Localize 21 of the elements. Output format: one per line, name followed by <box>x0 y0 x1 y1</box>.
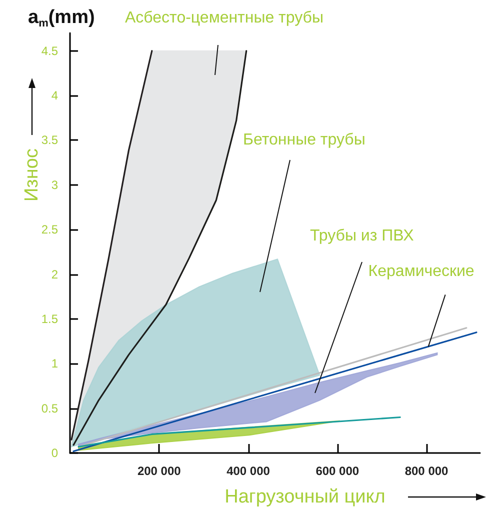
y-tick-label: 1.5 <box>41 312 58 326</box>
y-tick-label: 4 <box>51 88 58 103</box>
y-tick-label: 1 <box>51 356 58 371</box>
annotation: Керамические <box>368 263 474 280</box>
annotation: Трубы из ПВХ <box>310 228 414 244</box>
y-tick-label: 2.5 <box>41 222 58 237</box>
y-tick-label: 0 <box>51 446 58 460</box>
x-tick-label: 600 000 <box>316 464 360 478</box>
x-tick-label: 400 000 <box>226 464 270 478</box>
x-tick-label: 800 000 <box>404 464 449 478</box>
x-tick-label: 200 000 <box>137 464 182 478</box>
line-series <box>70 50 153 440</box>
y-tick-label: 2 <box>51 267 58 282</box>
y-tick-label: 0.5 <box>41 401 58 416</box>
text: Асбесто-цементные трубы <box>125 10 324 26</box>
y-axis-title: Износ <box>22 148 42 202</box>
y-tick-label: 4.5 <box>41 44 58 58</box>
x-axis-title: Нагрузочный цикл <box>224 486 386 508</box>
y-tick-label: 3.5 <box>41 133 58 148</box>
y-tick-label: 3 <box>51 178 58 192</box>
annotation: Бетонные трубы <box>243 132 366 148</box>
